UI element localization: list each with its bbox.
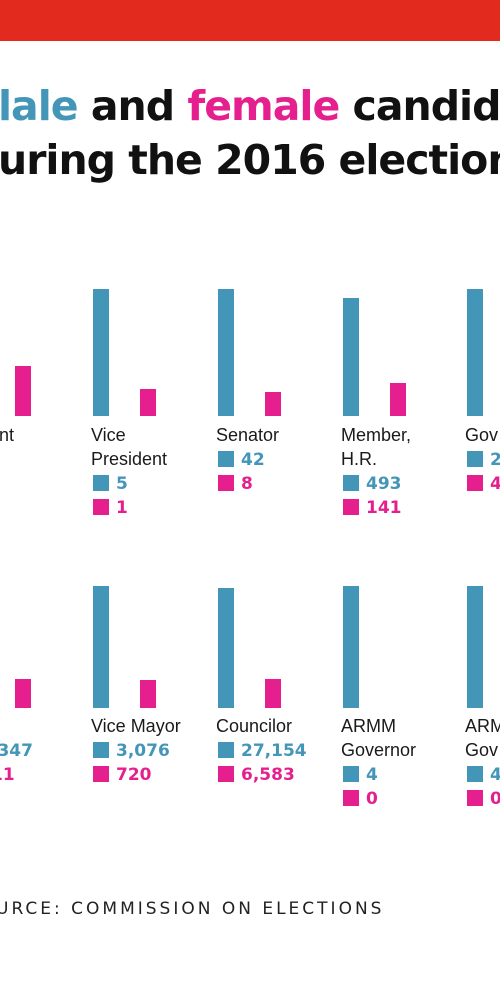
- category-label-2-0: Senator: [216, 425, 280, 445]
- title-and-word: and: [77, 82, 188, 130]
- value-text: 0: [366, 789, 378, 809]
- value-text: 2: [490, 450, 500, 470]
- male-swatch-icon: [218, 742, 234, 758]
- value-text: 3,076: [116, 741, 170, 761]
- bar-male-6: [93, 586, 109, 708]
- bar-male-2: [218, 289, 234, 416]
- value-text: 141: [366, 498, 402, 518]
- category-label-6-0: Vice Mayor: [91, 716, 181, 736]
- male-swatch-icon: [93, 742, 109, 758]
- category-label-1-1: President: [91, 449, 168, 469]
- bar-male-3: [343, 298, 359, 416]
- value-text: 42: [241, 450, 265, 470]
- bar-male-4: [467, 289, 483, 416]
- value-text: 0: [490, 789, 500, 809]
- title-candidates-word: candid: [339, 82, 500, 130]
- female-swatch-icon: [93, 499, 109, 515]
- male-swatch-icon: [218, 451, 234, 467]
- male-swatch-icon: [343, 475, 359, 491]
- chart-title-line-2: uring the 2016 election: [0, 136, 500, 184]
- title-female-word: female: [187, 82, 340, 130]
- category-label-3-0: Member,: [341, 425, 412, 445]
- bar-male-7: [218, 588, 234, 708]
- female-swatch-icon: [467, 790, 483, 806]
- female-swatch-icon: [343, 790, 359, 806]
- male-swatch-icon: [343, 766, 359, 782]
- value-text: 4: [490, 765, 500, 785]
- female-swatch-icon: [467, 475, 483, 491]
- title-male-word: lale: [0, 82, 79, 130]
- category-label-0-0: sident: [0, 425, 15, 445]
- bar-female-2: [265, 392, 281, 416]
- top-accent-bar: [0, 0, 500, 41]
- category-label-9-1: Gov: [465, 740, 499, 760]
- value-text: 1: [116, 498, 128, 518]
- male-swatch-icon: [467, 766, 483, 782]
- value-text: 11: [0, 765, 15, 785]
- category-label-1-0: Vice: [91, 425, 126, 445]
- category-label-8-0: ARMM: [341, 716, 396, 736]
- male-swatch-icon: [93, 475, 109, 491]
- value-text: 5: [116, 474, 128, 494]
- female-swatch-icon: [218, 766, 234, 782]
- category-label-9-0: ARM: [465, 716, 500, 736]
- female-swatch-icon: [343, 499, 359, 515]
- bar-male-9: [467, 586, 483, 708]
- bar-female-6: [140, 680, 156, 708]
- value-text: 8: [241, 474, 253, 494]
- value-text: 720: [116, 765, 152, 785]
- category-label-7-0: Councilor: [216, 716, 293, 736]
- value-text: 4: [490, 474, 500, 494]
- bar-female-7: [265, 679, 281, 708]
- bar-female-3: [390, 383, 406, 416]
- bar-female-5: [15, 679, 31, 708]
- value-text: 6,583: [241, 765, 295, 785]
- bar-male-1: [93, 289, 109, 416]
- category-label-8-1: Governor: [341, 740, 417, 760]
- female-swatch-icon: [93, 766, 109, 782]
- female-swatch-icon: [218, 475, 234, 491]
- value-text: ,347: [0, 741, 33, 761]
- chart-title-line-1: lale and female candid: [0, 82, 500, 130]
- male-swatch-icon: [467, 451, 483, 467]
- bar-female-1: [140, 389, 156, 416]
- category-label-3-1: H.R.: [341, 449, 377, 469]
- bar-female-0: [15, 366, 31, 416]
- value-text: 27,154: [241, 741, 307, 761]
- value-text: 493: [366, 474, 402, 494]
- source-note: URCE: COMMISSION ON ELECTIONS: [0, 899, 385, 919]
- bar-male-8: [343, 586, 359, 708]
- category-label-4-0: Gov: [465, 425, 499, 445]
- value-text: 4: [366, 765, 378, 785]
